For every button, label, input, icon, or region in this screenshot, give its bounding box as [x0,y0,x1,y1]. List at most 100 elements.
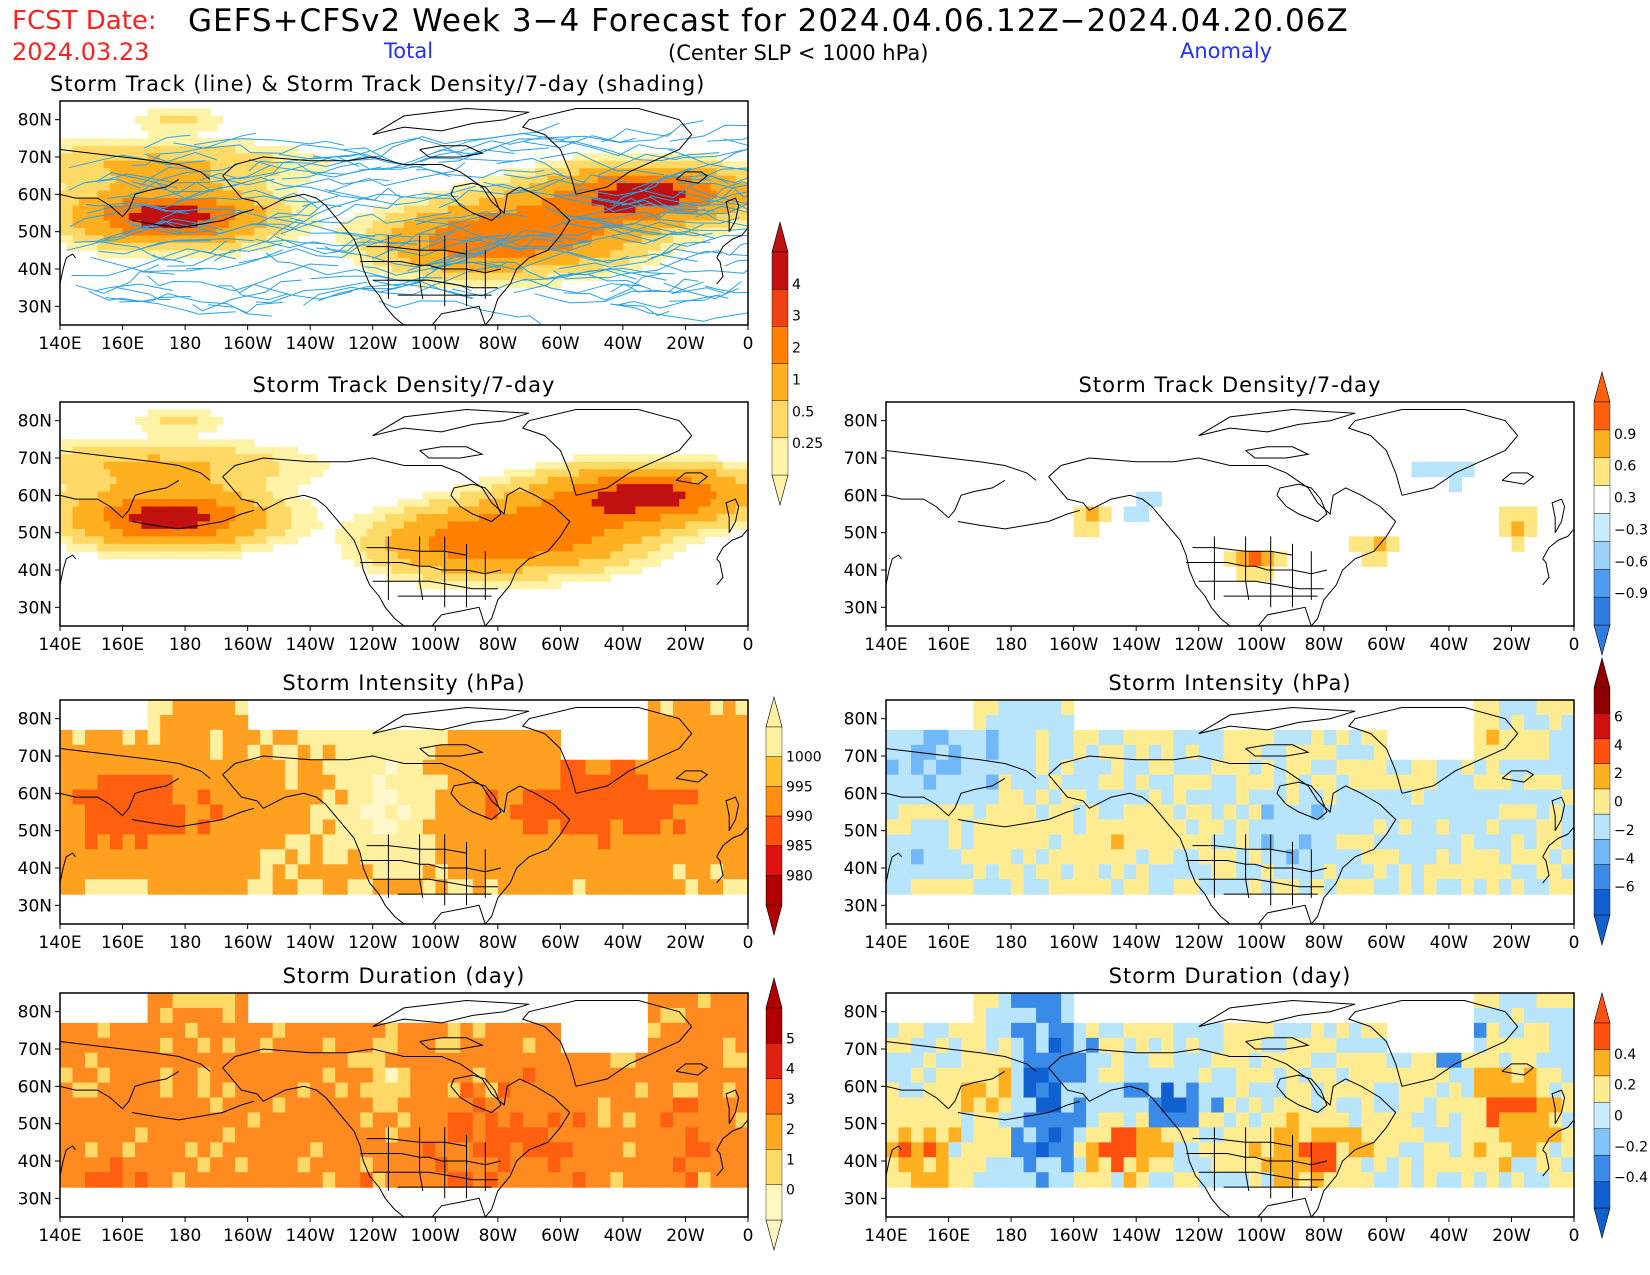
lon-tick-label: 0 [1569,933,1580,953]
colorbar-label: 1 [792,372,801,388]
lon-tick-label: 140W [1112,933,1161,953]
anomaly-column-label: Anomaly [1180,39,1273,63]
lon-tick-label: 160W [1049,635,1098,655]
lon-tick-label: 140E [38,334,81,354]
lat-tick-label: 30N [844,896,878,916]
lon-tick-label: 120W [348,1226,397,1246]
lon-tick-label: 60W [541,933,580,953]
map-frame [885,699,1575,925]
lon-tick-label: 60W [541,635,580,655]
map-panel-density-total: Storm Track Density/7-day 140E 160E 180 160W… [18,373,754,655]
lon-tick-label: 60W [541,334,580,354]
lon-tick-label: 40W [1430,933,1469,953]
page-title: GEFS+CFSv2 Week 3−4 Forecast for 2024.04… [188,3,1349,39]
lat-tick-label: 70N [18,1040,52,1060]
lat-tick-label: 70N [18,449,52,469]
lon-tick-label: 100W [411,1226,460,1246]
colorbar-label: 3 [792,309,801,325]
colorbar-label: 2 [786,1122,795,1138]
map-panel-intensity-anom: Storm Intensity (hPa) 140E 160E 180 160W 140W… [844,671,1580,953]
colorbar-label: −0.4 [1614,1170,1648,1186]
lon-tick-label: 100W [1237,933,1286,953]
lon-tick-label: 140W [286,334,335,354]
lat-tick-label: 30N [844,598,878,618]
colorbar-cb-density: 0.25 0.5 1 2 3 4 [771,220,823,507]
colorbar-label: 985 [786,839,813,855]
lat-tick-label: 30N [844,1189,878,1209]
colorbar-label: 6 [1614,709,1623,725]
lon-tick-label: 160W [1049,933,1098,953]
lon-tick-label: 160E [927,933,970,953]
lon-tick-label: 140E [38,933,81,953]
lon-tick-label: 40W [604,933,643,953]
lat-tick-label: 50N [844,524,878,544]
lon-tick-label: 140W [1112,1226,1161,1246]
colorbar-label: 990 [786,809,813,825]
lon-tick-label: 180 [169,1226,201,1246]
lat-tick-label: 80N [844,412,878,432]
colorbar-label: 2 [792,341,801,357]
lat-tick-label: 30N [18,297,52,317]
lon-tick-label: 80W [479,1226,518,1246]
lon-tick-label: 140E [38,1226,81,1246]
map-frame [59,100,749,326]
lat-tick-label: 40N [18,1152,52,1172]
colorbar-label: −6 [1614,880,1635,896]
panel-title: Storm Track (line) & Storm Track Density… [50,72,705,96]
colorbar-cb-intensity-anom: −6 −4 −2 0 2 4 6 [1593,656,1635,947]
colorbar-label: 0.25 [792,436,823,452]
lon-tick-label: 80W [1305,1226,1344,1246]
colorbar-label: 0.4 [1614,1047,1636,1063]
lon-tick-label: 160W [223,635,272,655]
colorbar-label: 0.6 [1614,459,1636,475]
lon-tick-label: 20W [666,1226,705,1246]
lat-tick-label: 70N [18,148,52,168]
colorbar-label: 980 [786,868,813,884]
lat-tick-label: 40N [18,561,52,581]
lon-tick-label: 180 [169,635,201,655]
colorbar-label: 0 [1614,1109,1623,1125]
lat-tick-label: 60N [18,1077,52,1097]
forecast-date-value: 2024.03.23 [12,38,150,66]
colorbar-label: 1 [786,1152,795,1168]
lon-tick-label: 180 [169,334,201,354]
lon-tick-label: 20W [666,334,705,354]
lon-tick-label: 140E [38,635,81,655]
map-panel-duration-anom: Storm Duration (day) 140E 160E 180 160W 140W 1… [844,964,1580,1246]
colorbar-label: 5 [786,1031,795,1047]
lon-tick-label: 40W [604,635,643,655]
lon-tick-label: 180 [995,1226,1027,1246]
lon-tick-label: 160W [223,933,272,953]
lon-tick-label: 80W [1305,635,1344,655]
panel-title: Storm Track Density/7-day [253,373,556,397]
lat-tick-label: 30N [18,598,52,618]
lon-tick-label: 20W [666,635,705,655]
lon-tick-label: 0 [1569,635,1580,655]
lon-tick-label: 140W [286,933,335,953]
lon-tick-label: 100W [1237,635,1286,655]
lat-tick-label: 30N [18,1189,52,1209]
map-frame [885,401,1575,627]
map-frame [885,992,1575,1218]
colorbar-label: −2 [1614,823,1635,839]
lon-tick-label: 140W [1112,635,1161,655]
lon-tick-label: 160E [927,1226,970,1246]
lat-tick-label: 40N [844,561,878,581]
lon-tick-label: 160E [101,933,144,953]
lon-tick-label: 120W [1174,933,1223,953]
colorbar-label: 2 [1614,766,1623,782]
lat-tick-label: 80N [18,1003,52,1023]
map-frame [59,699,749,925]
lon-tick-label: 60W [1367,635,1406,655]
lon-tick-label: 140W [286,1226,335,1246]
colorbar-label: 4 [786,1062,795,1078]
lon-tick-label: 60W [1367,1226,1406,1246]
lon-tick-label: 160W [223,1226,272,1246]
lat-tick-label: 60N [18,784,52,804]
lon-tick-label: 120W [348,933,397,953]
colorbar-label: −0.3 [1614,522,1648,538]
lon-tick-label: 80W [1305,933,1344,953]
lon-tick-label: 180 [169,933,201,953]
lat-tick-label: 50N [18,223,52,243]
